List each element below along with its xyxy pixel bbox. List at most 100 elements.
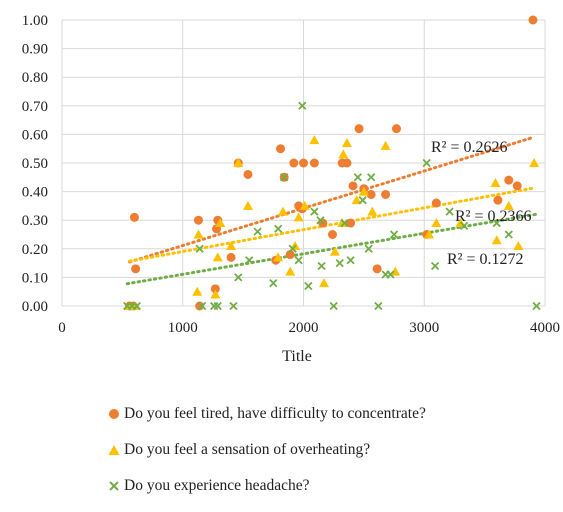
y-tick-label: 0.00 [22, 299, 48, 315]
data-point-circle [354, 124, 364, 134]
data-point-x [532, 301, 541, 311]
x-tick-label: 1000 [168, 320, 198, 336]
data-point-circle [299, 158, 308, 168]
data-point-circle [131, 264, 141, 274]
data-point-triangle [309, 135, 320, 145]
data-point-circle [309, 158, 319, 168]
y-tick-label: 0.10 [22, 270, 48, 286]
data-point-circle [129, 212, 139, 222]
data-point-x [316, 216, 325, 225]
data-point-x [197, 301, 207, 311]
y-tick-label: 0.40 [22, 185, 48, 201]
circle-marker-icon [109, 409, 119, 419]
data-point-triangle [503, 200, 514, 210]
data-point-x [374, 301, 383, 311]
data-point-circle [210, 284, 220, 294]
data-point-triangle [338, 149, 349, 159]
data-point-x [280, 173, 289, 182]
data-point-circle [289, 158, 299, 168]
r-squared-label: R² = 0.2626 [431, 139, 508, 156]
data-point-triangle [193, 229, 204, 239]
r-squared-labels: R² = 0.2626 R² = 0.2366 R² = 0.1272 [431, 139, 532, 268]
data-point-circle [342, 158, 352, 168]
data-point-circle [372, 264, 382, 274]
trendline [125, 212, 539, 286]
data-point-triangle [285, 266, 296, 276]
data-point-circle [504, 175, 514, 185]
data-point-circle [226, 252, 236, 262]
data-point-triangle [226, 240, 237, 250]
data-point-x [430, 261, 440, 271]
y-axis-ticks: 0.00 0.10 0.20 0.30 0.40 0.50 0.60 0.70 0.80 0.90… [22, 13, 48, 315]
x-tick-label: 0 [58, 320, 66, 336]
data-point-circle [366, 189, 376, 199]
y-tick-label: 0.30 [22, 213, 48, 229]
data-point-circle [195, 301, 205, 311]
data-point-x [340, 218, 349, 228]
data-point-triangle [329, 246, 340, 256]
data-point-triangle [341, 137, 352, 147]
data-point-x [213, 301, 222, 311]
x-tick-label: 4000 [530, 320, 560, 336]
data-points [123, 15, 541, 311]
data-point-triangle [192, 286, 203, 296]
y-tick-label: 0.90 [22, 42, 48, 58]
data-point-triangle [299, 200, 310, 210]
legend-item-overheating: Do you feel a sensation of overheating? [107, 440, 547, 460]
data-point-x [459, 221, 469, 231]
data-point-x [317, 261, 326, 271]
x-axis-title: Title [282, 348, 312, 365]
data-point-triangle [337, 218, 348, 228]
y-tick-label: 1.00 [22, 13, 48, 29]
data-point-circle [276, 144, 286, 154]
data-point-triangle [424, 229, 435, 239]
data-point-triangle [431, 218, 442, 228]
data-point-x [234, 273, 243, 282]
y-tick-label: 0.60 [22, 127, 48, 143]
data-point-x [358, 196, 367, 205]
data-point-triangle [242, 200, 253, 210]
data-point-triangle [319, 278, 330, 288]
data-point-x [329, 301, 338, 311]
data-point-x [366, 173, 376, 182]
legend-label-tired: Do you feel tired, have difficulty to co… [124, 405, 426, 422]
data-point-x [364, 244, 373, 253]
data-point-x [504, 230, 513, 239]
data-point-x [132, 301, 142, 311]
data-point-triangle [129, 301, 140, 310]
data-point-circle [193, 215, 203, 225]
data-point-triangle [212, 252, 223, 262]
data-point-triangle [215, 218, 226, 228]
trendline [128, 135, 535, 264]
legend: Do you feel tired, have difficulty to co… [107, 404, 547, 512]
data-point-x [269, 278, 278, 288]
r-squared-label: R² = 0.2366 [455, 208, 532, 225]
data-point-circle [348, 181, 358, 191]
data-point-triangle [491, 235, 502, 245]
x-tick-label: 3000 [409, 320, 439, 336]
data-point-triangle [380, 140, 391, 150]
data-point-x [288, 244, 297, 253]
data-point-circle [512, 181, 522, 191]
legend-item-headache: Do you experience headache? [107, 476, 547, 496]
data-point-triangle [351, 195, 362, 205]
r-squared-label: R² = 0.1272 [447, 251, 524, 268]
legend-label-overheating: Do you feel a sensation of overheating? [124, 441, 371, 458]
data-point-triangle [210, 289, 221, 299]
data-point-triangle [367, 206, 378, 216]
data-point-triangle [490, 178, 501, 188]
data-point-x [386, 270, 395, 279]
data-point-x [229, 301, 238, 311]
data-point-x [389, 230, 399, 239]
data-point-x [294, 256, 303, 265]
scatter-chart: 0.00 0.10 0.20 0.30 0.40 0.50 0.60 0.70 0.80 0.90… [22, 13, 560, 365]
data-point-circle [528, 15, 538, 25]
data-point-x [445, 207, 454, 216]
y-tick-label: 0.70 [22, 99, 48, 115]
data-point-x [304, 281, 313, 291]
data-point-triangle [273, 252, 284, 262]
data-point-x [253, 227, 262, 236]
x-marker-icon [109, 481, 119, 491]
data-point-circle [391, 124, 401, 134]
data-point-x [492, 218, 501, 228]
